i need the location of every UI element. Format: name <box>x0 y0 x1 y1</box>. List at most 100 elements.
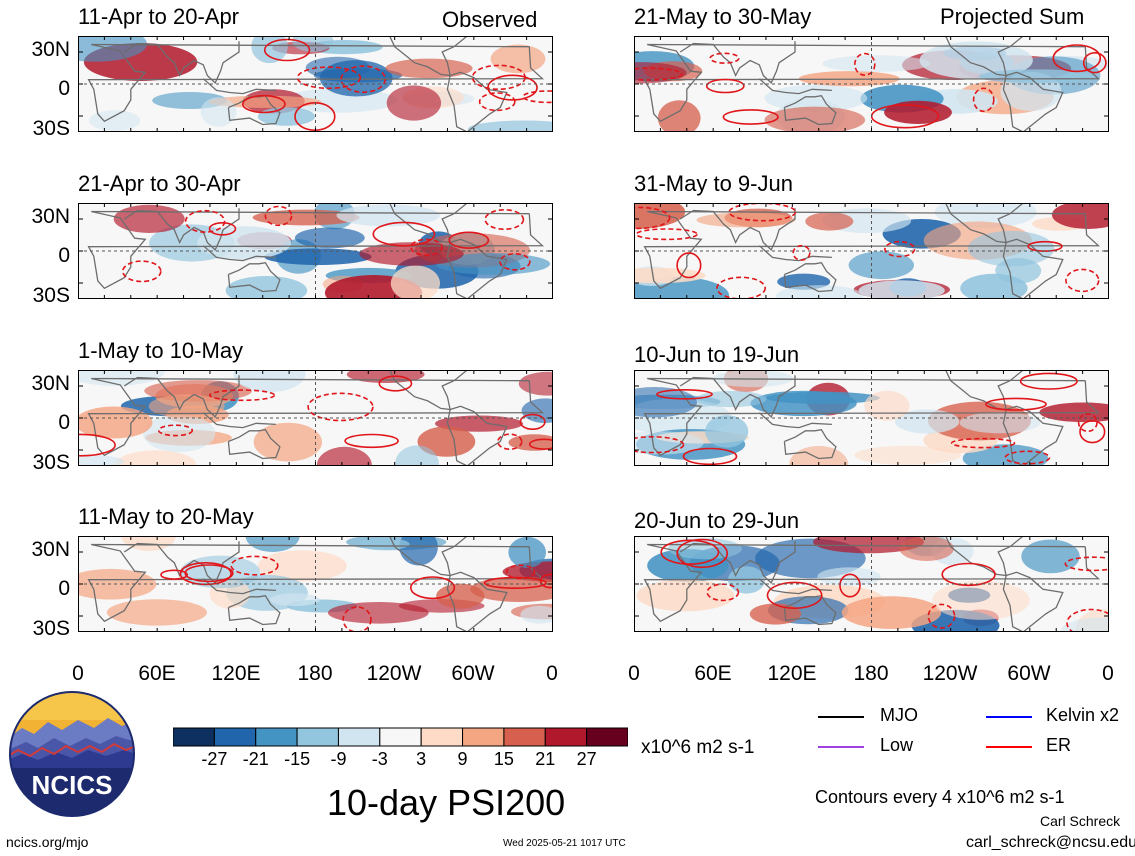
timestamp: Wed 2025-05-21 1017 UTC <box>503 838 626 849</box>
er-contour <box>499 252 531 271</box>
anomaly-blob <box>967 230 1055 267</box>
map-panel-6 <box>634 203 1109 299</box>
map-panel-7 <box>634 370 1109 466</box>
y-tick-30n: 30N <box>31 538 70 561</box>
email-link[interactable]: carl_schreck@ncsu.edu <box>966 834 1135 851</box>
anomaly-blob <box>251 36 288 64</box>
er-contour <box>230 555 279 576</box>
er-contour <box>528 438 553 450</box>
colorbar-swatch <box>420 727 464 747</box>
er-contour <box>839 573 861 598</box>
anomaly-blob <box>884 100 952 124</box>
panel-field <box>634 203 1109 299</box>
colorbar-label: 27 <box>576 749 597 769</box>
er-contour <box>344 433 399 449</box>
anomaly-blob <box>521 398 553 423</box>
coastline <box>227 428 281 460</box>
anomaly-blob <box>750 390 857 417</box>
ncics-logo-graphic: NCICS <box>9 691 135 817</box>
y-tick-30n: 30N <box>31 205 70 228</box>
panel-title-1: 11-Apr to 20-Apr <box>78 4 240 29</box>
colorbar-swatch <box>544 727 588 747</box>
anomaly-blob <box>789 445 849 466</box>
anomaly-blob <box>106 599 207 626</box>
er-contour <box>985 397 1047 411</box>
er-contour <box>294 102 336 132</box>
er-contour <box>1064 556 1109 572</box>
panel-map-svg <box>634 203 1109 299</box>
er-contour <box>854 52 876 76</box>
panel-map-svg <box>78 203 553 299</box>
anomaly-blob <box>78 406 153 439</box>
colorbar-label: 21 <box>535 749 556 769</box>
logo-text: NCICS <box>32 770 113 800</box>
colorbar-label: -21 <box>242 749 269 769</box>
anomaly-blob <box>634 203 686 230</box>
panel-field <box>634 36 1109 132</box>
anomaly-blob <box>895 409 960 434</box>
er-contour <box>1079 420 1106 444</box>
anomaly-blob <box>264 248 372 265</box>
legend-mjo: MJO <box>880 705 918 725</box>
anomaly-blob <box>200 97 237 127</box>
site-link[interactable]: ncics.org/mjo <box>6 834 89 850</box>
coastline <box>388 203 468 244</box>
colorbar-label: -9 <box>330 749 347 769</box>
panel-field <box>87 203 551 299</box>
anomaly-blob <box>359 242 464 266</box>
coastline <box>123 41 240 84</box>
y-tick-30n: 30N <box>31 38 70 61</box>
anomaly-blob <box>386 85 442 121</box>
anomaly-blob <box>233 370 306 393</box>
y-tick-30s: 30S <box>32 451 70 474</box>
anomaly-blob <box>115 450 197 466</box>
panel-field <box>78 536 553 632</box>
er-contour <box>448 231 490 249</box>
panel-title-2: 21-Apr to 30-Apr <box>78 171 241 196</box>
legend-kelvin: Kelvin x2 <box>1046 705 1120 725</box>
x-tick-60e: 60E <box>138 662 176 685</box>
panel-field <box>634 370 1109 466</box>
x-tick-180: 180 <box>297 662 333 685</box>
anomaly-blob <box>395 445 439 466</box>
coastline <box>87 543 545 623</box>
er-contour <box>378 375 413 392</box>
anomaly-blob <box>805 212 854 231</box>
er-contour <box>972 87 995 113</box>
er-contour <box>792 244 811 261</box>
anomaly-blob <box>959 412 1041 434</box>
colorbar-swatch <box>586 727 629 747</box>
colorbar-swatch <box>379 727 422 747</box>
anomaly-blob <box>78 568 157 600</box>
contour-note: Contours every 4 x10^6 m2 s-1 <box>815 787 1065 807</box>
er-contour <box>676 538 728 569</box>
er-contour <box>241 94 286 114</box>
er-contour <box>1004 450 1051 465</box>
anomaly-blob <box>932 580 1030 620</box>
er-contour <box>941 562 996 587</box>
anomaly-blob <box>467 120 553 132</box>
anomaly-blob <box>858 280 945 299</box>
x-tick-120e: 120E <box>211 662 261 685</box>
colorbar-units: x10^6 m2 s-1 <box>641 737 755 758</box>
anomaly-blob <box>813 536 924 554</box>
er-contour <box>157 424 194 437</box>
er-contour <box>522 90 553 104</box>
panel-title-4: 11-May to 20-May <box>78 504 254 529</box>
er-contour <box>484 209 525 230</box>
legend-low: Low <box>880 735 914 755</box>
map-panel-2 <box>78 203 553 299</box>
y-tick-0: 0 <box>58 577 70 600</box>
panel-title-8: 20-Jun to 29-Jun <box>634 508 800 533</box>
colorbar-swatch <box>213 727 257 747</box>
coastline <box>758 78 832 95</box>
er-contour <box>660 539 720 565</box>
coastline <box>783 594 837 626</box>
anomaly-blob <box>817 567 881 586</box>
er-contour <box>950 437 1016 449</box>
colorbar-swatch <box>255 727 298 747</box>
anomaly-blob <box>518 371 553 396</box>
coastline <box>87 377 545 457</box>
anomaly-blob <box>89 110 141 131</box>
anomaly-blob <box>848 251 914 280</box>
